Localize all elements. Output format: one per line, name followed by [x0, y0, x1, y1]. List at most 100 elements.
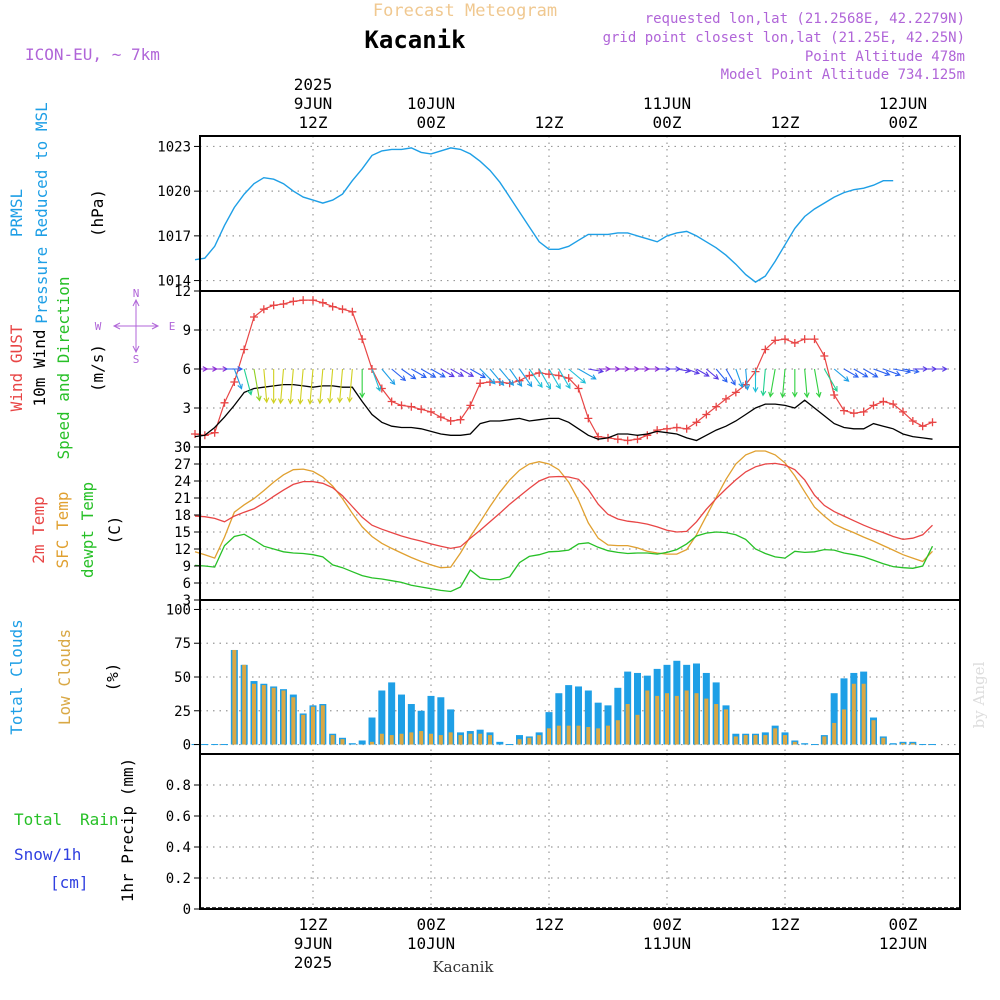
wind-direction-arrow: [297, 368, 304, 405]
ytick-label: 18: [174, 508, 191, 524]
wind-direction-arrow: [760, 368, 767, 397]
wind-direction-arrow: [346, 368, 353, 403]
top-time-label: 12Z: [771, 113, 800, 132]
temp-unit: (C): [105, 516, 124, 545]
ytick-label: 12: [174, 284, 191, 300]
ytick-label: 0: [183, 902, 191, 918]
footer-location: Kacanik: [432, 958, 494, 976]
wind-direction-arrow: [902, 368, 920, 374]
wind-label-10m: 10m Wind: [30, 329, 49, 406]
total-cloud-bar: [565, 685, 573, 745]
low-cloud-bar: [547, 728, 551, 745]
low-cloud-bar: [753, 735, 758, 745]
ytick-label: 3: [183, 401, 191, 417]
gust-marker: [191, 430, 199, 438]
low-cloud-bar: [429, 733, 433, 745]
gust-marker: [928, 418, 937, 427]
total-cloud-bar: [427, 695, 435, 745]
faint-title: Forecast Meteogram: [373, 1, 557, 21]
wind-speed-line: [194, 383, 933, 442]
wind-direction-arrow: [813, 368, 822, 398]
low-cloud-bar: [773, 728, 778, 745]
total-cloud-bar: [604, 705, 612, 745]
ytick-label: 0.6: [166, 809, 191, 825]
bottom-time-label: 11JUN: [643, 934, 691, 953]
gust-marker: [908, 417, 917, 425]
wind-direction-arrow: [233, 368, 243, 390]
low-cloud-bar: [635, 714, 640, 745]
precip-axis-label: 1hr Precip (mm): [118, 758, 137, 903]
gust-marker: [712, 402, 721, 411]
top-time-label: 00Z: [417, 113, 446, 132]
gust-marker: [387, 397, 396, 406]
gust-marker: [358, 335, 367, 344]
bottom-time-label: 10JUN: [407, 934, 455, 953]
gust-marker: [702, 410, 711, 419]
gust-marker: [810, 335, 819, 344]
bottom-time-label: 12Z: [299, 915, 328, 934]
low-cloud-bar: [645, 690, 650, 745]
wind-direction-arrow: [843, 368, 859, 378]
location-title: Kacanik: [364, 26, 466, 54]
clouds-label-low: Low Clouds: [55, 629, 74, 725]
low-cloud-bar: [783, 735, 787, 745]
total-cloud-bar: [437, 697, 445, 745]
gust-marker: [761, 345, 770, 354]
gust-marker: [397, 401, 406, 410]
gust-marker: [830, 391, 839, 399]
gust-marker: [338, 305, 347, 314]
wind-direction-arrow: [752, 369, 759, 393]
dewpt-line: [194, 531, 934, 593]
gust-marker: [653, 426, 662, 435]
ytick-label: 1017: [157, 229, 191, 245]
precip-legend-unit: [cm]: [50, 873, 89, 892]
sfc-temp-line: [194, 450, 933, 569]
gust-marker: [633, 435, 642, 444]
wind-direction-arrow: [568, 368, 587, 384]
clouds-unit: (%): [103, 663, 122, 692]
clouds-label-total: Total Clouds: [7, 619, 26, 735]
total-cloud-bar: [417, 710, 425, 745]
ytick-label: 1020: [157, 184, 191, 200]
total-cloud-bar: [398, 694, 405, 745]
wind-direction-arrow: [381, 368, 396, 386]
gust-marker: [407, 402, 416, 411]
gust-line: [194, 299, 933, 442]
gust-marker: [859, 407, 868, 416]
total-cloud-bar: [348, 743, 356, 745]
compass-n: N: [133, 287, 140, 300]
precip-panel-frame: [199, 753, 961, 910]
low-cloud-bar: [881, 737, 886, 745]
ytick-label: 0.4: [166, 840, 191, 856]
wind-direction-arrow: [401, 368, 417, 380]
pressure-label-1: PRMSL: [7, 189, 26, 237]
gust-marker: [525, 371, 534, 380]
low-cloud-bar: [606, 725, 610, 745]
top-time-label: 9JUN: [294, 94, 333, 113]
ytick-label: 100: [166, 602, 191, 618]
low-cloud-bar: [665, 693, 669, 745]
wind-direction-arrow: [932, 366, 948, 372]
gust-marker: [849, 409, 858, 418]
gust-marker: [328, 302, 337, 311]
gust-marker: [771, 336, 780, 345]
total-cloud-bar: [614, 687, 622, 745]
wind-direction-arrow: [327, 368, 334, 404]
wind-direction-arrow: [489, 368, 505, 386]
top-time-label: 00Z: [653, 113, 682, 132]
low-cloud-bar: [320, 705, 325, 745]
wind-unit: (m/s): [88, 344, 107, 392]
gust-marker: [220, 398, 229, 407]
low-cloud-bar: [596, 728, 601, 745]
wind-direction-arrow: [499, 368, 515, 386]
top-time-label: 10JUN: [407, 94, 455, 113]
wind-direction-arrow: [460, 368, 475, 377]
gust-marker: [210, 428, 219, 437]
wind-direction-arrow: [519, 368, 533, 388]
wind-direction-arrow: [696, 368, 710, 377]
low-cloud-bar: [340, 739, 345, 745]
watermark: by Angel: [970, 661, 988, 728]
wind-direction-arrow: [637, 366, 650, 372]
low-cloud-bar: [704, 698, 709, 745]
gust-marker: [918, 422, 927, 431]
